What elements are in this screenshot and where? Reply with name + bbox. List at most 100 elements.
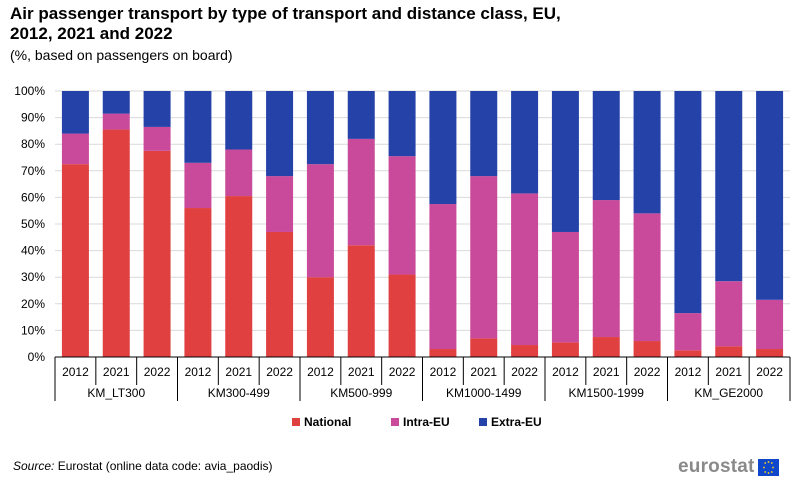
x-group-label: KM_LT300 [87,386,145,400]
eurostat-logo: eurostat [678,456,779,478]
x-tick-label-year: 2021 [470,365,497,379]
chart-title-line-2: 2012, 2021 and 2022 [10,24,173,43]
legend-swatch [479,418,487,426]
chart-subtitle: (%, based on passengers on board) [10,47,233,63]
y-tick-label: 10% [21,323,45,337]
bar-segment-national [388,274,416,357]
y-tick-label: 0% [28,350,46,364]
bar-segment-extra-eu [470,91,498,177]
bar-segment-national [225,196,253,357]
bar-segment-national [756,349,784,357]
x-group-label: KM300-499 [208,386,270,400]
bar-segment-national [511,345,539,357]
x-tick-label-year: 2012 [185,365,212,379]
bar-segment-national [184,208,212,357]
x-tick-label-year: 2022 [389,365,416,379]
bar-segment-intra-eu [306,164,334,278]
legend-swatch [391,418,399,426]
x-tick-label-year: 2021 [103,365,130,379]
x-tick-label-year: 2021 [225,365,252,379]
bar-segment-intra-eu [184,162,212,209]
bar-segment-intra-eu [388,156,416,275]
legend-label: National [304,415,351,429]
bar-segment-intra-eu [633,213,661,342]
bar-segment-extra-eu [551,91,579,232]
bar-segment-extra-eu [225,91,253,150]
x-tick-label-year: 2012 [62,365,89,379]
x-tick-label-year: 2012 [307,365,334,379]
bar-segment-extra-eu [633,91,661,214]
bar-segment-national [429,349,457,357]
source-note: Source: Eurostat (online data code: avia… [13,459,273,473]
x-tick-label-year: 2021 [348,365,375,379]
y-tick-label: 30% [21,270,45,284]
chart-title: Air passenger transport by type of trans… [10,4,710,44]
y-tick-label: 90% [21,111,45,125]
bar-segment-extra-eu [266,91,294,177]
bar-segment-intra-eu [674,313,702,351]
x-group-label: KM1000-1499 [446,386,522,400]
x-tick-label-year: 2012 [552,365,579,379]
bar-segment-extra-eu [715,91,743,282]
bar-segment-intra-eu [551,231,579,343]
bar-segment-national [592,337,620,357]
source-text: Eurostat (online data code: avia_paodis) [54,459,273,473]
bar-segment-national [61,164,89,357]
x-tick-label-year: 2022 [266,365,293,379]
bar-segment-extra-eu [61,91,89,134]
source-label: Source: [13,459,55,473]
legend-swatch [292,418,300,426]
eurostat-logo-text: eurostat [678,456,755,477]
x-tick-label-year: 2022 [634,365,661,379]
bar-segment-intra-eu [511,193,539,346]
y-tick-label: 100% [14,84,45,98]
bar-segment-intra-eu [143,126,171,151]
bar-segment-intra-eu [347,138,375,246]
bar-segment-intra-eu [225,149,253,197]
y-tick-label: 50% [21,217,45,231]
bar-segment-intra-eu [429,204,457,350]
x-tick-label-year: 2012 [430,365,457,379]
bar-segment-extra-eu [511,91,539,194]
bar-segment-intra-eu [61,133,89,165]
bar-segment-extra-eu [143,91,171,127]
x-group-label: KM_GE2000 [694,386,763,400]
bar-segment-national [674,350,702,357]
bar-segment-national [347,245,375,357]
bar-segment-national [306,277,334,357]
bar-segment-intra-eu [756,299,784,350]
x-group-label: KM1500-1999 [569,386,645,400]
bar-segment-extra-eu [184,91,212,163]
bar-segment-extra-eu [102,91,130,114]
x-tick-label-year: 2022 [756,365,783,379]
x-group-label: KM500-999 [330,386,392,400]
legend-label: Intra-EU [403,415,450,429]
bar-segment-intra-eu [470,176,498,339]
x-tick-label-year: 2022 [511,365,538,379]
y-tick-label: 20% [21,297,45,311]
bar-segment-extra-eu [347,91,375,139]
chart-title-line-1: Air passenger transport by type of trans… [10,4,561,23]
bar-segment-national [102,129,130,357]
x-tick-label-year: 2021 [593,365,620,379]
bar-segment-extra-eu [674,91,702,314]
bar-segment-national [633,341,661,357]
legend-label: Extra-EU [491,415,542,429]
bar-segment-national [266,231,294,357]
bar-segment-national [551,342,579,357]
eu-flag-icon [757,458,779,476]
bar-segment-extra-eu [388,91,416,157]
bar-segment-extra-eu [429,91,457,205]
x-tick-label-year: 2021 [715,365,742,379]
bar-segment-intra-eu [715,281,743,347]
x-tick-label-year: 2022 [144,365,171,379]
bar-segment-extra-eu [756,91,784,300]
bar-segment-intra-eu [266,176,294,232]
bar-segment-extra-eu [306,91,334,165]
y-tick-label: 70% [21,164,45,178]
bar-segment-extra-eu [592,91,620,201]
bar-segment-intra-eu [102,113,130,130]
bar-segment-national [470,338,498,357]
y-tick-label: 60% [21,190,45,204]
